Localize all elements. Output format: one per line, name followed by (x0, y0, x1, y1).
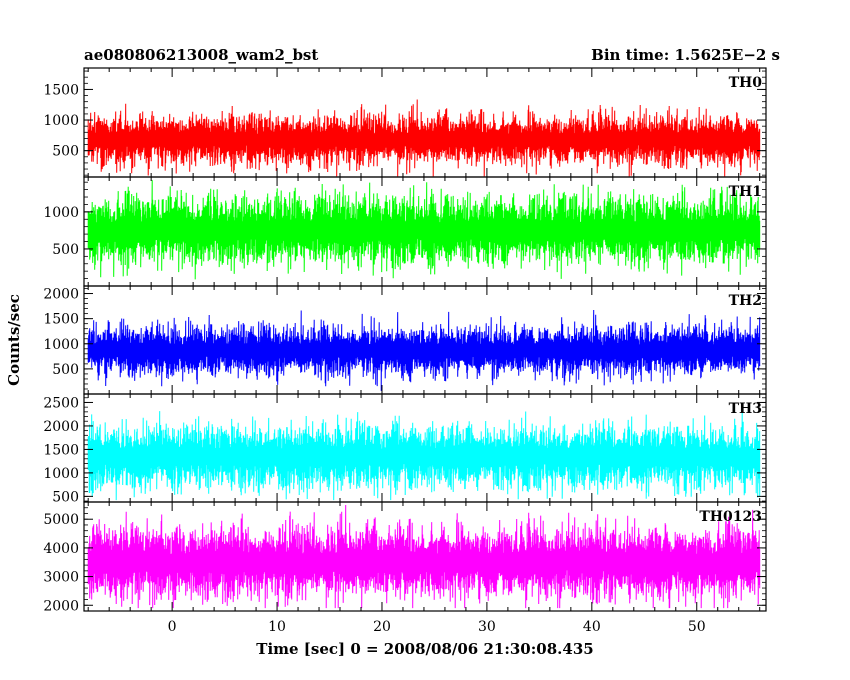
y-tick-label: 1000 (43, 113, 79, 129)
panel-label-th0: TH0 (729, 75, 763, 91)
panel-label-th3: TH3 (729, 401, 762, 417)
x-tick-label: 0 (168, 619, 177, 635)
y-tick-label: 5000 (43, 512, 79, 528)
chart-title: ae080806213008_wam2_bst (84, 46, 318, 64)
series-line-th3 (87, 411, 761, 501)
x-tick-label: 30 (478, 619, 496, 635)
panel-th0: 500 1000 1500 TH0 (43, 67, 767, 178)
panel-th3: 500 1000 1500 2000 2500 TH3 (43, 393, 767, 505)
series-line-th2 (87, 309, 761, 391)
y-tick-label: 500 (52, 144, 79, 160)
x-tick-label: 40 (583, 619, 601, 635)
panel-label-th1: TH1 (729, 184, 762, 200)
y-tick-label: 2000 (43, 287, 79, 303)
x-tick-label: 50 (688, 619, 706, 635)
panel-label-th0123: TH0123 (699, 509, 762, 525)
y-tick-label: 1500 (43, 442, 79, 458)
y-tick-label: 1000 (43, 466, 79, 482)
y-tick-label: 1500 (43, 312, 79, 328)
x-axis-label: Time [sec] 0 = 2008/08/06 21:30:08.435 (256, 640, 593, 658)
panel-th1: 500 1000 TH1 (43, 176, 767, 287)
series-line-th1 (87, 180, 761, 280)
y-axis-label: Counts/sec (5, 294, 23, 386)
y-tick-label: 4000 (43, 541, 79, 557)
x-tick-label: 10 (268, 619, 286, 635)
y-tick-label: 500 (52, 362, 79, 378)
y-tick-label: 1500 (43, 82, 79, 98)
y-tick-label: 1000 (43, 337, 79, 353)
y-tick-label: 500 (52, 242, 79, 258)
x-tick-label: 20 (373, 619, 391, 635)
y-tick-label: 2000 (43, 598, 79, 614)
series-line-th0 (87, 99, 761, 177)
y-tick-label: 3000 (43, 570, 79, 586)
panel-th0123: 2000 3000 4000 5000 TH0123 (43, 501, 767, 614)
y-tick-label: 2500 (43, 395, 79, 411)
y-tick-label: 2000 (43, 419, 79, 435)
series-line-th0123 (87, 504, 761, 609)
panel-frame (83, 501, 767, 612)
y-tick-label: 1000 (43, 205, 79, 221)
panel-th2: 500 1000 1500 2000 TH2 (43, 285, 767, 395)
y-tick-label: 500 (52, 489, 79, 505)
panel-label-th2: TH2 (729, 293, 762, 309)
bin-time-label: Bin time: 1.5625E−2 s (591, 46, 780, 64)
